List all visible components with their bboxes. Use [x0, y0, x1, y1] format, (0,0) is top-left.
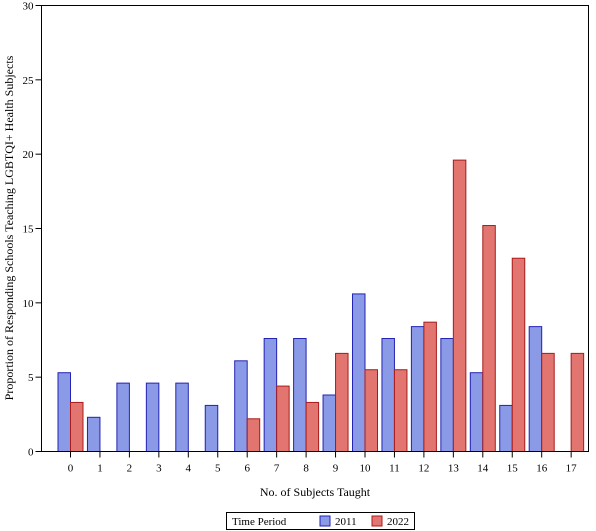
- legend-swatch-2022: [371, 515, 383, 527]
- bar-2011-0: [57, 372, 71, 452]
- bar-2022-7: [276, 385, 290, 452]
- x-tick-label: 5: [215, 463, 221, 475]
- bar-2011-5: [204, 404, 219, 452]
- bar-2022-16: [541, 352, 555, 453]
- x-tick-label: 14: [477, 463, 489, 475]
- legend-title: Time Period: [232, 516, 287, 528]
- bar-2022-13: [452, 159, 467, 452]
- x-tick-label: 17: [566, 463, 578, 475]
- x-axis-title: No. of Subjects Taught: [260, 485, 371, 499]
- bar-2011-12: [410, 326, 425, 452]
- bar-2011-6: [234, 360, 248, 452]
- y-axis-title: Proportion of Responding Schools Teachin…: [2, 55, 16, 400]
- bar-2011-11: [381, 338, 395, 452]
- x-axis-ticks: 0 1 2 3 4 5 6 7 8 9 10 11 12 13 14 15 16 17: [68, 451, 578, 475]
- bar-2022-17: [570, 352, 585, 453]
- bar-2011-10: [352, 293, 366, 452]
- y-tick-label: 25: [23, 75, 35, 87]
- bar-2022-8: [305, 401, 320, 453]
- bar-2022-11: [393, 369, 408, 453]
- bar-2011-16: [528, 326, 543, 452]
- x-tick-label: 10: [360, 463, 372, 475]
- y-tick-label: 0: [28, 447, 34, 459]
- bar-2011-15: [499, 404, 513, 452]
- x-tick-label: 3: [156, 463, 162, 475]
- legend-label-2011: 2011: [335, 516, 357, 528]
- x-tick-label: 15: [507, 463, 519, 475]
- legend-swatch-2011: [319, 515, 331, 527]
- bar-2011-3: [145, 382, 160, 453]
- x-tick-label: 7: [274, 463, 280, 475]
- bar-2022-14: [482, 225, 496, 452]
- x-tick-label: 0: [68, 463, 74, 475]
- bar-2022-0: [70, 401, 84, 453]
- x-tick-label: 11: [389, 463, 400, 475]
- bar-2011-1: [86, 416, 101, 453]
- x-tick-label: 9: [333, 463, 339, 475]
- bar-2011-9: [322, 394, 337, 452]
- x-tick-label: 1: [97, 463, 103, 475]
- bar-2022-10: [364, 369, 378, 453]
- bar-2022-15: [511, 257, 526, 452]
- legend-label-2022: 2022: [387, 516, 409, 528]
- x-tick-label: 13: [448, 463, 460, 475]
- x-tick-label: 4: [186, 463, 192, 475]
- bar-2011-13: [440, 338, 454, 452]
- bar-2022-6: [246, 418, 261, 452]
- x-tick-label: 6: [244, 463, 250, 475]
- x-tick-label: 8: [303, 463, 309, 475]
- plot-frame: [41, 5, 589, 452]
- bar-2011-4: [175, 382, 189, 453]
- legend: Time Period 2011 2022: [226, 512, 415, 530]
- bars-layer: [57, 159, 585, 453]
- y-tick-label: 10: [23, 298, 35, 310]
- y-tick-label: 5: [28, 372, 34, 384]
- y-axis-ticks: 0 5 10 15 20 25 30: [23, 1, 42, 459]
- y-tick-label: 15: [23, 224, 35, 236]
- bar-2011-14: [469, 372, 484, 452]
- bar-2022-12: [423, 321, 437, 452]
- bar-2011-8: [293, 338, 307, 452]
- y-tick-label: 30: [23, 1, 35, 13]
- x-tick-label: 16: [536, 463, 548, 475]
- bar-2011-7: [263, 338, 278, 452]
- x-tick-label: 2: [127, 463, 133, 475]
- bar-2011-2: [116, 382, 130, 453]
- x-tick-label: 12: [418, 463, 429, 475]
- bar-2022-9: [335, 352, 349, 453]
- y-tick-label: 20: [23, 149, 35, 161]
